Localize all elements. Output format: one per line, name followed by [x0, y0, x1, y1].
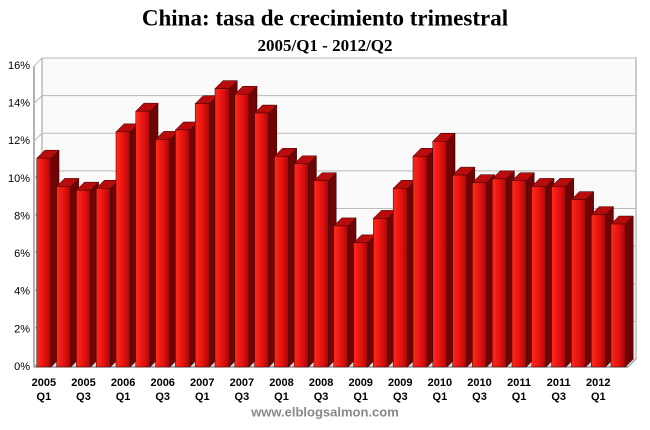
bar-side — [624, 215, 634, 368]
chart-title: China: tasa de crecimiento trimestral — [142, 5, 508, 30]
x-tick-label: 2009 Q1 — [348, 377, 372, 403]
y-tick-label: 12% — [8, 135, 30, 147]
x-tick-label: 2007 Q1 — [190, 377, 214, 403]
bar — [531, 186, 547, 368]
bar — [551, 186, 567, 368]
bar — [175, 129, 190, 368]
bar — [590, 214, 606, 368]
bar — [571, 199, 586, 368]
x-tick-label: 2008 Q3 — [309, 377, 333, 403]
grid-line — [33, 57, 636, 67]
y-tick-label: 2% — [14, 323, 30, 335]
bar — [76, 189, 91, 368]
bar — [234, 93, 250, 368]
y-tick-label: 14% — [8, 98, 30, 110]
bar — [392, 188, 408, 368]
y-tick-label: 6% — [14, 248, 30, 260]
bar — [155, 139, 171, 368]
y-tick-label: 8% — [14, 210, 30, 222]
x-tick-label: 2008 Q1 — [269, 377, 293, 403]
x-tick-label: 2011 Q1 — [507, 377, 531, 403]
bar — [56, 186, 72, 368]
grid-line — [33, 132, 636, 142]
x-tick-label: 2006 Q1 — [111, 377, 135, 403]
bar — [472, 182, 487, 368]
bar — [36, 157, 52, 368]
x-tick-label: 2011 Q3 — [547, 377, 571, 403]
bar — [95, 188, 111, 368]
bar — [293, 163, 309, 368]
source: www.elblogsalmon.com — [250, 404, 399, 419]
bar — [115, 131, 131, 368]
x-tick-label: 2005 Q1 — [32, 377, 56, 403]
bar — [313, 180, 329, 368]
bar — [412, 156, 428, 368]
bar — [511, 180, 527, 368]
bar — [274, 156, 289, 368]
x-tick-label: 2007 Q3 — [230, 377, 254, 403]
grid-line — [33, 95, 636, 104]
x-tick-label: 2009 Q3 — [388, 377, 412, 403]
chart-subtitle: 2005/Q1 - 2012/Q2 — [257, 36, 392, 55]
x-tick-label: 2012 Q1 — [586, 377, 610, 403]
y-tick-label: 16% — [8, 60, 30, 72]
bar — [135, 110, 151, 368]
bar — [353, 242, 369, 368]
y-tick-label: 0% — [14, 361, 30, 373]
bar — [452, 174, 468, 368]
x-tick-label: 2010 Q3 — [467, 377, 491, 403]
y-tick-label: 10% — [8, 173, 30, 185]
x-tick-label: 2005 Q3 — [71, 377, 95, 403]
bar — [373, 218, 388, 368]
bar — [432, 141, 448, 368]
x-tick-label: 2006 Q3 — [150, 377, 174, 403]
bar — [491, 178, 507, 368]
y-tick-label: 4% — [14, 286, 30, 298]
bar — [610, 223, 626, 368]
bar — [194, 103, 210, 368]
x-tick-label: 2010 Q1 — [428, 377, 452, 403]
bar — [333, 225, 349, 368]
bar — [214, 88, 230, 368]
bar — [254, 112, 270, 368]
